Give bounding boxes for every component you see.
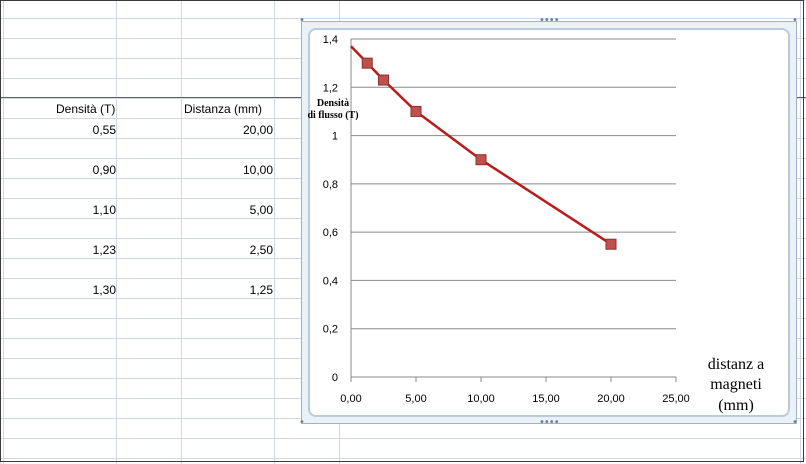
- grid-column-line: [800, 0, 801, 464]
- distance-cell[interactable]: 2,50: [249, 243, 273, 257]
- y-tick-label: 0: [332, 372, 338, 384]
- data-point-marker: [378, 74, 389, 86]
- x-tick-label: 25,00: [662, 393, 690, 405]
- x-axis-label-line2: magneti: [710, 376, 762, 393]
- y-axis-label-line1: Densità: [317, 98, 349, 109]
- header-density[interactable]: Densità (T): [56, 102, 116, 116]
- x-tick-label: 5,00: [405, 393, 426, 405]
- density-cell[interactable]: 1,10: [92, 203, 116, 217]
- grid-column-line: [116, 0, 117, 464]
- density-cell[interactable]: 0,55: [92, 123, 116, 137]
- distance-cell[interactable]: 10,00: [242, 163, 273, 177]
- grid-column-line: [181, 0, 182, 464]
- data-point-marker: [361, 57, 373, 69]
- density-cell[interactable]: 0,90: [92, 163, 116, 177]
- y-tick-label: 1,4: [323, 34, 338, 46]
- data-point-marker: [605, 238, 617, 250]
- header-distance[interactable]: Distanza (mm): [184, 102, 263, 116]
- distance-cell[interactable]: 1,25: [249, 283, 273, 297]
- grid-column-line: [3, 0, 4, 464]
- resize-handle-top-left[interactable]: •: [299, 15, 305, 26]
- x-axis-label-line1: distanz a: [708, 356, 764, 373]
- grid-column-line: [274, 0, 275, 464]
- y-tick-label: 1,2: [323, 82, 338, 94]
- density-cell[interactable]: 1,30: [92, 283, 116, 297]
- y-tick-label: 0,4: [323, 275, 338, 287]
- grid-row-line: [0, 18, 806, 19]
- distance-cell[interactable]: 20,00: [242, 123, 273, 137]
- resize-handle-bottom-left[interactable]: •: [299, 417, 305, 428]
- y-tick-label: 0,6: [323, 227, 338, 239]
- y-tick-label: 0,8: [323, 179, 338, 191]
- x-tick-label: 20,00: [597, 393, 625, 405]
- resize-handle-bottom-right[interactable]: •: [792, 417, 798, 428]
- x-tick-label: 10,00: [467, 393, 495, 405]
- y-axis-label-line2: di flusso (T): [307, 110, 358, 121]
- density-cell[interactable]: 1,23: [92, 243, 116, 257]
- x-axis-label-line3: (mm): [718, 397, 754, 414]
- distance-cell[interactable]: 5,00: [249, 203, 273, 217]
- y-tick-label: 1: [332, 131, 338, 143]
- data-point-marker: [410, 105, 422, 117]
- resize-handle-top-right[interactable]: •: [792, 15, 798, 26]
- resize-handle-bottom[interactable]: ••••: [539, 417, 560, 428]
- chart-area[interactable]: [308, 28, 790, 417]
- grid-row-line: [0, 438, 806, 439]
- x-tick-label: 15,00: [532, 393, 560, 405]
- data-point-marker: [475, 154, 487, 166]
- x-tick-label: 0,00: [340, 393, 361, 405]
- resize-handle-top[interactable]: ••••: [539, 15, 560, 26]
- grid-row-line: [0, 458, 806, 459]
- y-tick-label: 0,2: [323, 324, 338, 336]
